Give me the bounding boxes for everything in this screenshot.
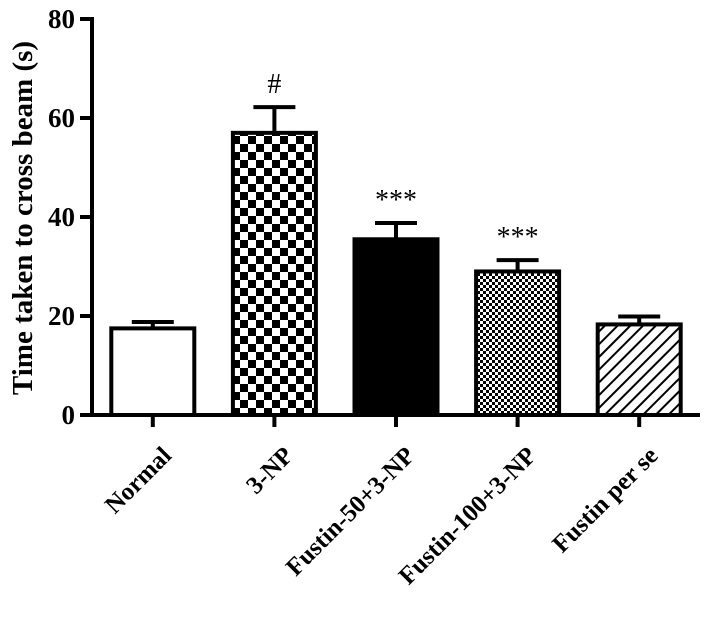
x-category-label: Fustin per se	[547, 442, 663, 558]
bar	[109, 326, 197, 417]
y-axis-label: Time taken to cross beam (s)	[7, 41, 39, 395]
bar	[595, 322, 683, 418]
y-tick-label: 20	[48, 301, 75, 331]
significance-marker: ***	[375, 185, 417, 216]
x-category-label: Normal	[100, 442, 177, 519]
y-tick-label: 0	[62, 400, 76, 430]
bars-group: # *** ***	[109, 69, 683, 418]
bar	[474, 269, 562, 418]
significance-marker: #	[267, 69, 281, 100]
y-tick-label: 40	[48, 202, 75, 232]
x-category-label: 3-NP	[241, 442, 298, 499]
bar	[352, 237, 440, 417]
y-axis: 0 20 40 60 80	[48, 4, 94, 430]
significance-marker: ***	[497, 222, 539, 253]
y-tick-label: 60	[48, 103, 75, 133]
x-category-label: Fustin-50+3-NP	[281, 442, 420, 581]
y-tick-label: 80	[48, 4, 75, 34]
bar	[230, 130, 318, 417]
